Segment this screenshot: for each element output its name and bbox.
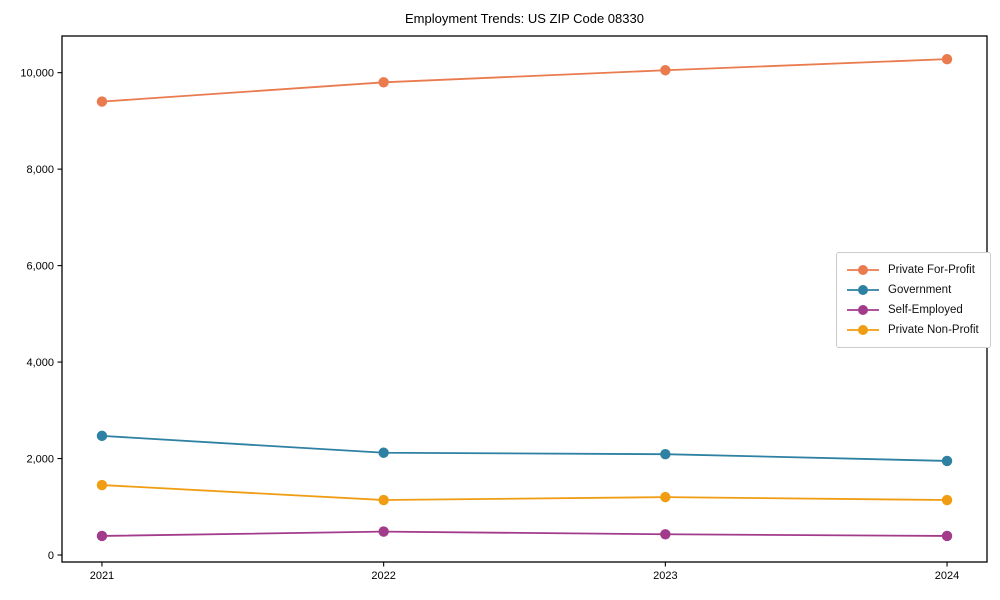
x-tick-label: 2022 (371, 570, 395, 582)
data-point-marker (96, 96, 108, 107)
legend-line-marker-icon (847, 265, 879, 275)
legend-item: Private Non-Profit (846, 320, 979, 340)
x-tick-label: 2021 (90, 570, 114, 582)
y-tick-label: 10,000 (20, 68, 54, 80)
y-tick-label: 8,000 (26, 164, 54, 176)
data-point-marker (96, 430, 108, 442)
series-line (101, 58, 948, 103)
data-point-marker (941, 455, 953, 467)
data-point-marker (941, 494, 953, 506)
y-tick-label: 4,000 (26, 357, 54, 369)
legend-label: Private For-Profit (888, 264, 975, 276)
legend-label: Private Non-Profit (888, 324, 979, 336)
legend-label: Self-Employed (888, 304, 963, 316)
data-point-marker (941, 53, 953, 65)
data-point-marker (378, 447, 389, 458)
data-point-marker (660, 448, 671, 460)
data-point-marker (660, 529, 671, 540)
data-point-marker (941, 530, 953, 542)
legend-line-marker-icon (847, 305, 879, 315)
data-point-marker (96, 479, 108, 491)
data-point-marker (378, 77, 389, 88)
data-point-marker (660, 491, 671, 503)
y-tick-label: 2,000 (26, 454, 54, 466)
x-tick-label: 2023 (653, 570, 677, 582)
legend-label: Government (888, 284, 952, 296)
legend-line-marker-icon (847, 325, 879, 335)
series-line (101, 484, 948, 501)
data-point-marker (660, 65, 671, 76)
series-line (101, 530, 948, 537)
legend-line-marker-icon (847, 285, 879, 295)
legend-item: Self-Employed (846, 300, 979, 320)
legend-item: Government (846, 280, 979, 300)
y-tick-label: 6,000 (26, 261, 54, 273)
chart-title: Employment Trends: US ZIP Code 08330 (405, 11, 644, 26)
data-point-marker (378, 526, 389, 537)
data-point-marker (96, 530, 108, 542)
x-tick-label: 2024 (935, 570, 959, 582)
y-tick-label: 0 (48, 550, 54, 562)
chart-legend: Private For-Profit Government Self-Employe… (836, 252, 991, 348)
legend-item: Private For-Profit (846, 260, 979, 280)
data-point-marker (378, 494, 389, 506)
series-line (101, 434, 948, 462)
